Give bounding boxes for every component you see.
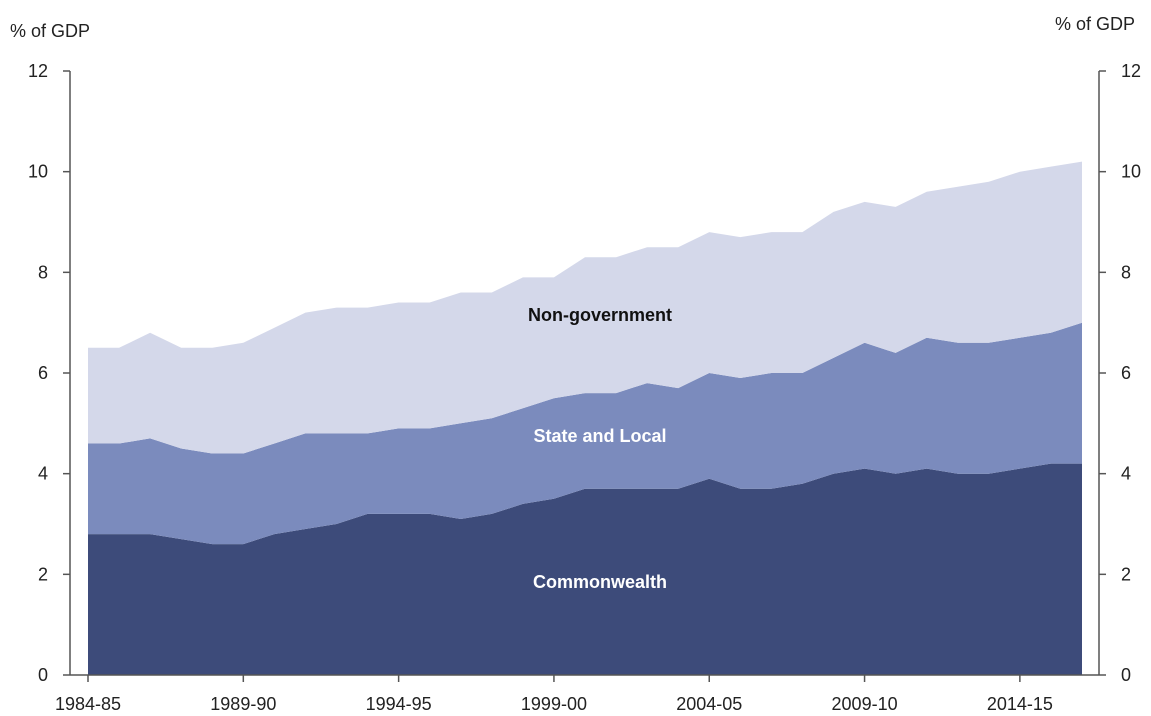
series-label-state-and-local: State and Local xyxy=(533,426,666,446)
right-axis-unit: % of GDP xyxy=(1055,14,1135,34)
area-non-government xyxy=(88,161,1082,454)
series-label-commonwealth: Commonwealth xyxy=(533,572,667,592)
right-y-tick-label: 10 xyxy=(1121,162,1141,182)
left-y-tick-label: 8 xyxy=(38,262,48,282)
x-tick-label: 2009-10 xyxy=(832,694,898,714)
right-y-tick-label: 6 xyxy=(1121,363,1131,383)
x-tick-label: 1989-90 xyxy=(210,694,276,714)
area-state-and-local xyxy=(88,322,1082,545)
left-axis-unit: % of GDP xyxy=(10,21,90,41)
series-labels: Commonwealth State and Local Non-governmen… xyxy=(528,305,672,592)
area-layers xyxy=(88,161,1082,675)
right-y-tick-label: 12 xyxy=(1121,61,1141,81)
right-y-tick-label: 8 xyxy=(1121,262,1131,282)
area-commonwealth xyxy=(88,463,1082,675)
left-y-tick-label: 2 xyxy=(38,564,48,584)
series-label-non-government: Non-government xyxy=(528,305,672,325)
right-y-tick-label: 2 xyxy=(1121,564,1131,584)
x-tick-label: 1999-00 xyxy=(521,694,587,714)
x-tick-label: 2004-05 xyxy=(676,694,742,714)
left-y-tick-label: 6 xyxy=(38,363,48,383)
right-y-tick-label: 4 xyxy=(1121,464,1131,484)
x-tick-label: 2014-15 xyxy=(987,694,1053,714)
right-y-tick-label: 0 xyxy=(1121,665,1131,685)
left-y-tick-label: 10 xyxy=(28,162,48,182)
x-tick-label: 1994-95 xyxy=(366,694,432,714)
axes: 0 0 2 2 4 4 6 6 8 8 10 10 12 12 1984-85 1989-90 1994-95 1… xyxy=(28,61,1141,714)
x-tick-label: 1984-85 xyxy=(55,694,121,714)
left-y-tick-label: 4 xyxy=(38,464,48,484)
left-y-tick-label: 12 xyxy=(28,61,48,81)
left-y-tick-label: 0 xyxy=(38,665,48,685)
